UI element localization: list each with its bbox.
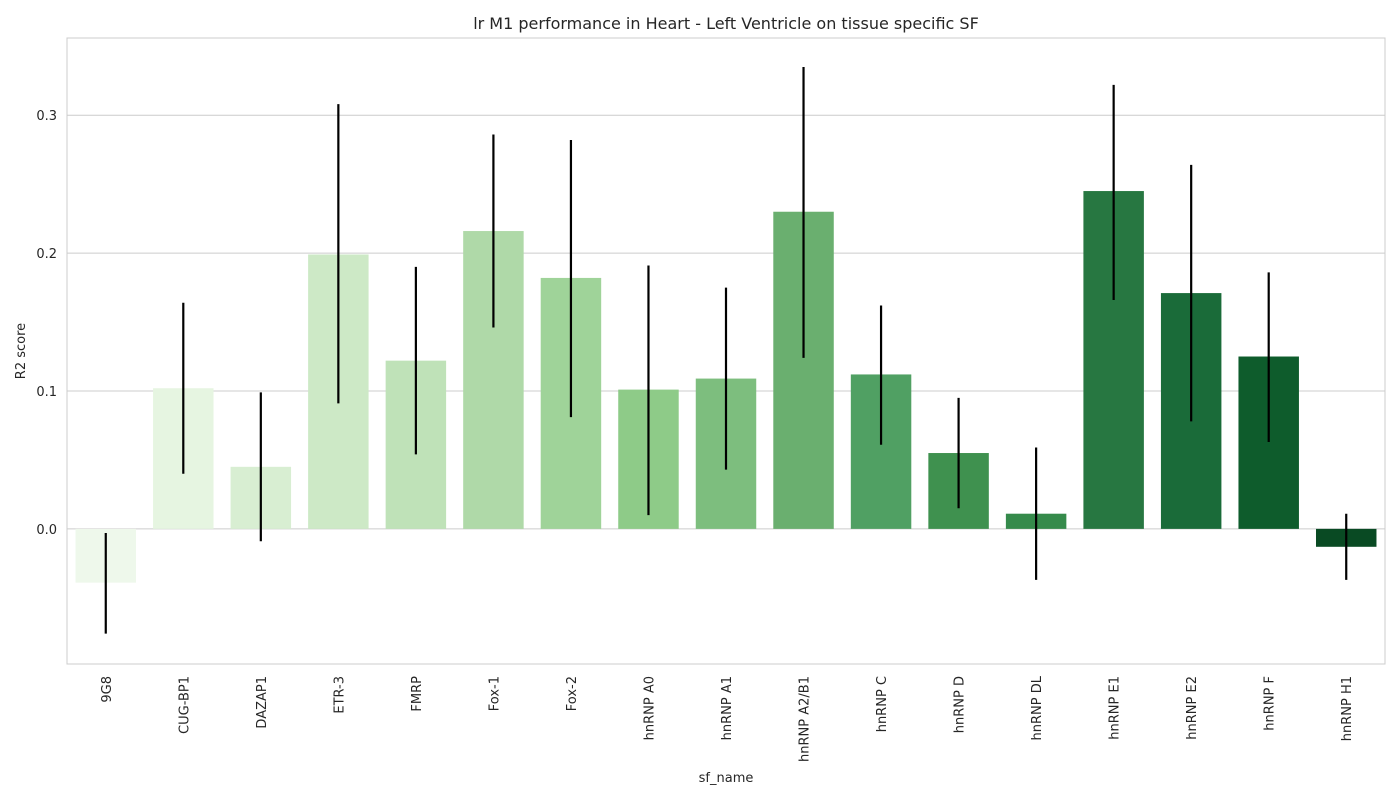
y-tick-labels: 0.0 0.1 0.2 0.3 [36,109,57,538]
plot-frame [66,37,1386,665]
x-tick-label: 9G8 [100,676,115,703]
x-tick-label: CUG-BP1 [177,676,192,734]
y-tick-label: 0.2 [36,247,57,262]
x-tick-label: hnRNP H1 [1340,676,1355,741]
y-tick-label: 0.3 [36,109,57,124]
x-tick-label: hnRNP A2/B1 [798,676,813,762]
y-tick-label: 0.1 [36,385,57,400]
x-tick-label: hnRNP E1 [1108,676,1123,740]
x-axis-label: sf_name [699,771,754,786]
x-tick-label: Fox-2 [565,676,580,711]
x-tick-label: hnRNP D [953,676,968,733]
x-tick-label: FMRP [410,676,425,712]
chart-title: lr M1 performance in Heart - Left Ventri… [473,14,979,33]
x-tick-label: hnRNP A0 [642,676,657,740]
x-tick-label: Fox-1 [487,676,502,711]
x-tick-label: hnRNP E2 [1185,676,1200,740]
plot-border [66,37,1386,665]
y-tick-label: 0.0 [36,523,57,538]
x-tick-label: hnRNP C [875,676,890,732]
x-tick-labels: 9G8 CUG-BP1 DAZAP1 ETR-3 FMRP Fox-1 Fox-2 hnRNP… [100,675,1355,762]
x-tick-label: DAZAP1 [255,676,270,729]
x-tick-label: hnRNP DL [1030,675,1045,740]
error-bars [104,66,1348,634]
x-tick-label: ETR-3 [332,676,347,714]
y-axis-label: R2 score [14,323,29,379]
bars [75,191,1377,583]
x-tick-label: hnRNP A1 [720,676,735,740]
x-tick-label: hnRNP F [1263,676,1278,731]
